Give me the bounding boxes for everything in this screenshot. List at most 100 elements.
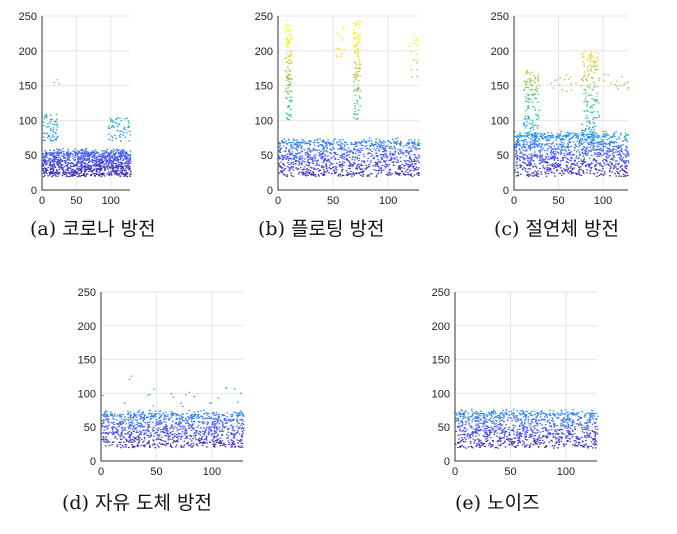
data-point — [417, 157, 420, 159]
data-point — [145, 432, 147, 434]
data-point — [352, 156, 354, 158]
data-point — [293, 143, 296, 145]
data-point — [337, 158, 340, 161]
data-point — [296, 160, 299, 162]
data-point — [149, 416, 151, 418]
data-point — [518, 140, 520, 142]
data-point — [153, 443, 155, 445]
data-point — [622, 173, 625, 175]
data-point — [185, 420, 188, 422]
data-point — [83, 153, 86, 155]
data-point — [391, 138, 394, 141]
data-point — [54, 139, 56, 141]
data-point — [596, 149, 599, 151]
data-point — [519, 156, 521, 158]
data-point — [515, 151, 518, 153]
data-point — [308, 172, 310, 174]
data-point — [57, 153, 59, 155]
data-point — [61, 166, 64, 168]
data-point — [302, 160, 305, 162]
data-point — [353, 149, 355, 151]
data-point — [215, 436, 217, 438]
data-point — [352, 151, 354, 153]
data-point — [43, 172, 45, 174]
data-point — [535, 134, 538, 137]
data-point — [365, 168, 368, 170]
data-point — [523, 124, 525, 126]
data-point — [594, 51, 597, 53]
data-point — [520, 165, 523, 167]
data-point — [624, 155, 627, 157]
data-point — [541, 136, 543, 138]
data-point — [119, 172, 122, 174]
data-point — [300, 147, 302, 149]
data-point — [73, 159, 76, 162]
data-point — [348, 162, 351, 164]
data-point — [417, 139, 420, 141]
data-point — [339, 156, 342, 158]
data-point — [559, 163, 561, 165]
data-point — [534, 137, 536, 139]
data-point — [201, 416, 204, 418]
data-point — [201, 444, 204, 447]
data-point — [295, 148, 298, 150]
data-point — [594, 133, 597, 135]
data-point — [214, 443, 217, 445]
data-point — [93, 168, 96, 170]
data-point — [626, 155, 629, 157]
data-point — [358, 151, 360, 153]
data-point — [165, 418, 167, 420]
data-point — [374, 164, 377, 166]
data-point — [524, 132, 527, 134]
data-point — [238, 433, 241, 435]
data-point — [127, 412, 130, 414]
data-point — [348, 173, 351, 175]
data-point — [564, 139, 566, 141]
data-point — [378, 145, 380, 147]
data-point — [619, 170, 621, 172]
data-point — [42, 156, 45, 158]
data-point — [124, 416, 126, 418]
data-point — [121, 152, 124, 154]
data-point — [202, 422, 204, 425]
data-point — [307, 156, 310, 158]
data-point — [603, 133, 605, 135]
data-points — [42, 79, 132, 178]
data-point — [358, 166, 361, 168]
data-point — [539, 136, 542, 138]
data-point — [64, 157, 67, 159]
data-point — [514, 136, 516, 138]
data-point — [571, 154, 574, 156]
data-point — [45, 171, 47, 173]
data-point — [61, 155, 63, 157]
data-point — [567, 78, 570, 80]
data-point — [378, 167, 381, 169]
data-point — [538, 109, 541, 111]
data-point — [304, 152, 307, 154]
data-point — [617, 172, 620, 174]
data-point — [178, 418, 181, 420]
data-point — [141, 412, 143, 414]
data-point — [139, 418, 142, 420]
data-point — [382, 142, 385, 144]
data-point — [378, 144, 380, 146]
data-point — [625, 175, 627, 177]
data-point — [211, 413, 213, 415]
data-point — [302, 169, 304, 171]
data-point — [627, 155, 630, 157]
data-point — [593, 65, 595, 67]
data-point — [290, 61, 293, 63]
data-point — [611, 159, 613, 161]
data-point — [95, 157, 98, 159]
data-point — [111, 155, 114, 157]
data-point — [61, 159, 63, 161]
data-point — [74, 171, 76, 173]
data-point — [531, 172, 533, 174]
data-point — [87, 166, 90, 169]
data-point — [366, 140, 368, 142]
data-point — [527, 145, 530, 147]
data-point — [89, 169, 92, 171]
data-point — [286, 42, 288, 44]
data-point — [390, 159, 392, 162]
data-point — [156, 421, 158, 423]
